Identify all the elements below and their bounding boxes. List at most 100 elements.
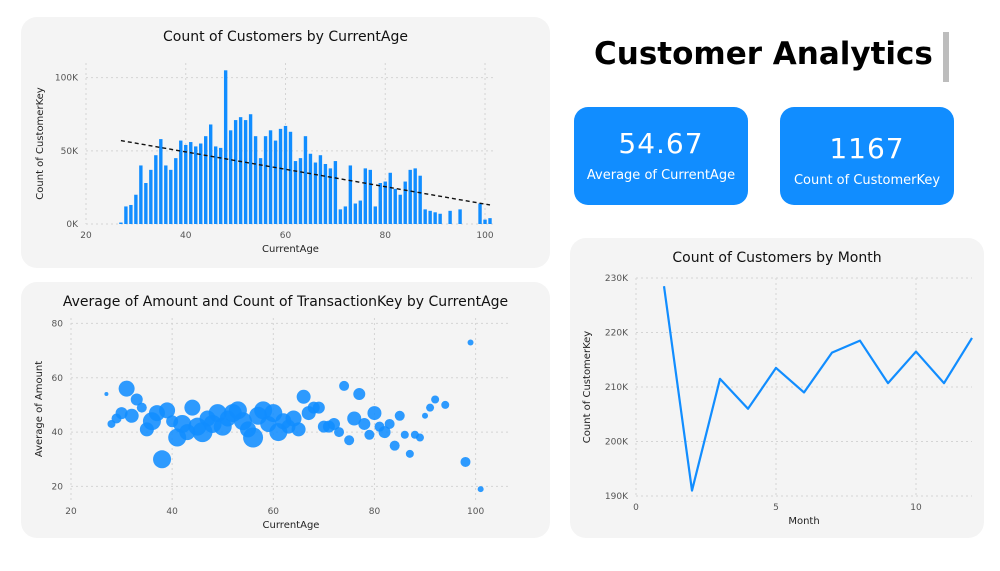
x-tick-label: 0 [633,503,639,513]
x-tick-label: 80 [369,507,381,517]
scatter-point [400,430,409,439]
customers-by-age-card[interactable]: Count of Customers by CurrentAge 0K 50K 10… [21,17,550,268]
age-bar [154,155,158,224]
scatter-point [115,407,128,420]
age-bar [238,117,243,224]
age-bar [184,144,188,224]
scatter-point [312,401,325,414]
scatter-point [415,433,424,442]
scatter-point [327,417,340,430]
age-bar [353,203,358,224]
scatter-point [441,400,450,409]
age-bar [243,120,248,224]
scatter-point [358,417,371,430]
dashboard-title: Customer Analytics [594,36,933,72]
x-tick-label: 60 [280,231,292,241]
age-bar [313,162,318,224]
scatter-point [104,392,109,397]
kpi-average-age-card[interactable]: 54.67 Average of CurrentAge [574,107,748,205]
age-bar [139,165,143,224]
scatter-point [353,388,366,401]
scatter-point [384,418,395,429]
scatter-point [130,393,143,406]
age-bar [303,136,308,224]
title-accent-bar [943,32,949,82]
age-bar [423,209,427,224]
age-bar [448,210,452,224]
age-bar [358,200,363,224]
scatter-point [291,422,306,437]
age-bar [144,183,148,224]
age-bar [169,169,173,224]
x-tick-label: 80 [380,231,392,241]
age-bar [189,142,193,224]
y-tick-label: 190K [605,492,629,502]
scatter-point [431,395,440,404]
x-axis-title: CurrentAge [263,520,320,531]
kpi-average-age-value: 54.67 [618,127,704,160]
age-bar [298,158,303,224]
y-tick-label: 20 [52,482,64,492]
amount-by-age-title: Average of Amount and Count of Transacti… [62,294,509,310]
x-axis-title: Month [788,516,819,527]
age-bar [328,168,333,224]
age-bar [438,213,442,224]
age-bar [348,165,353,224]
scatter-point [243,427,264,448]
age-bar [413,168,417,224]
scatter-point [118,380,135,397]
scatter-point [426,403,435,412]
age-bar [343,206,348,224]
age-bar [268,130,273,224]
age-bar [278,128,283,224]
kpi-customer-count-card[interactable]: 1167 Count of CustomerKey [780,107,954,205]
age-bar [333,161,338,224]
customers-by-month-card[interactable]: Count of Customers by Month 190K 200K 210K… [570,238,984,538]
x-tick-label: 20 [80,231,92,241]
x-axis-title: CurrentAge [262,244,319,255]
age-bar [323,163,328,224]
age-bar [293,161,298,224]
x-tick-label: 5 [773,503,779,513]
age-bar [204,136,208,224]
age-bar [228,130,233,224]
scatter-point [124,408,139,423]
age-bar [248,114,253,224]
scatter-point [477,486,484,493]
scatter-point [405,449,414,458]
age-bar [194,146,198,224]
age-bar [338,209,343,224]
age-bar [174,158,178,224]
age-bar [408,169,412,224]
age-bar [368,169,373,224]
age-bar [273,140,278,224]
x-tick-label: 60 [268,507,280,517]
age-bar [283,125,288,224]
age-bar [373,206,377,224]
scatter-point [184,399,201,416]
y-tick-label: 220K [605,329,629,339]
age-bar [263,136,268,224]
x-tick-label: 40 [166,507,178,517]
age-bar [164,165,168,224]
age-bar [258,158,263,224]
age-bar [483,219,487,224]
amount-by-age-card[interactable]: Average of Amount and Count of Transacti… [21,282,550,538]
amount-by-age-chart[interactable]: 20 40 60 80 20 40 60 80 100 CurrentAge Average of … [21,282,550,538]
age-bar [393,188,397,224]
kpi-customer-count-label: Count of CustomerKey [793,173,941,188]
scatter-point [334,427,345,438]
age-bar [363,168,368,224]
age-bar [288,131,293,224]
x-tick-label: 100 [476,231,493,241]
customers-by-month-chart[interactable]: 190K 200K 210K 220K 230K 0 5 10 Month Count of Cu… [570,238,984,538]
age-bar [428,210,432,224]
kpi-average-age-label: Average of CurrentAge [586,168,736,183]
age-bar [218,147,223,224]
y-tick-label: 200K [605,438,629,448]
customers-by-age-chart[interactable]: 0K 50K 100K 20 40 60 80 100 CurrentAge Count of C… [21,17,550,268]
age-bar [318,155,323,224]
x-tick-label: 20 [65,507,77,517]
customers-by-age-title: Count of Customers by CurrentAge [163,29,408,45]
y-axis-title: Count of CustomerKey [582,331,593,443]
